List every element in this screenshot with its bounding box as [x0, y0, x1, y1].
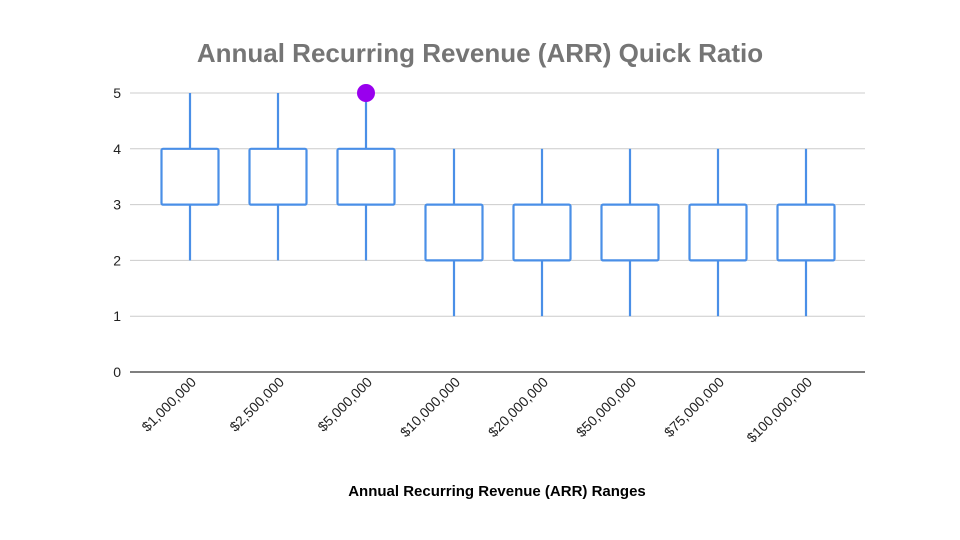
box-body — [160, 147, 220, 206]
box-5 — [512, 148, 572, 317]
x-tick-label: $50,000,000 — [573, 374, 640, 441]
box-8 — [776, 148, 836, 317]
y-tick-label: 2 — [113, 252, 121, 268]
x-axis-title: Annual Recurring Revenue (ARR) Ranges — [348, 483, 646, 500]
box-body — [424, 203, 484, 262]
grid-layer — [130, 92, 865, 317]
box-body — [512, 203, 572, 262]
y-tick-label: 4 — [113, 141, 121, 157]
y-tick-label: 1 — [113, 308, 121, 324]
x-tick-label: $2,500,000 — [226, 374, 287, 435]
box-layer — [160, 93, 836, 317]
box-4 — [424, 148, 484, 317]
box-body — [688, 203, 748, 262]
y-axis-ticks: 0 1 2 3 4 5 — [113, 85, 121, 380]
x-tick-label: $10,000,000 — [397, 374, 464, 441]
box-2 — [248, 93, 308, 261]
highlight-point-layer — [357, 84, 375, 102]
box-3 — [336, 93, 396, 261]
box-body — [336, 147, 396, 206]
highlight-point — [357, 84, 375, 102]
x-tick-label: $1,000,000 — [138, 374, 199, 435]
x-tick-label: $75,000,000 — [661, 374, 728, 441]
y-tick-label: 0 — [113, 364, 121, 380]
box-7 — [688, 148, 748, 317]
x-tick-label: $100,000,000 — [743, 374, 815, 446]
y-tick-label: 5 — [113, 85, 121, 101]
box-body — [600, 203, 660, 262]
x-axis-ticks: $1,000,000 $2,500,000 $5,000,000 $10,000,00… — [138, 374, 815, 446]
box-body — [776, 203, 836, 262]
chart-title: Annual Recurring Revenue (ARR) Quick Rat… — [197, 38, 763, 68]
x-tick-label: $5,000,000 — [314, 374, 375, 435]
box-6 — [600, 148, 660, 317]
y-tick-label: 3 — [113, 197, 121, 213]
box-body — [248, 147, 308, 206]
x-tick-label: $20,000,000 — [485, 374, 552, 441]
box-1 — [160, 93, 220, 261]
